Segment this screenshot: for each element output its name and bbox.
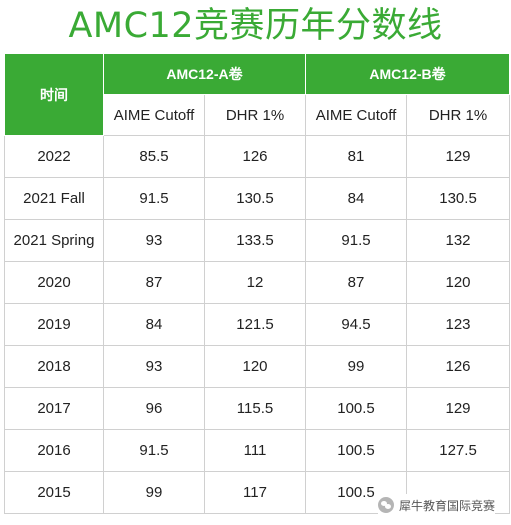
b-dhr-cell: 127.5 [406,429,511,472]
a-dhr-cell: 111 [203,429,307,472]
year-cell: 2016 [4,429,104,472]
table-row: 2016 91.5 111 100.5 127.5 [4,429,511,472]
year-cell: 2021 Spring [4,219,104,262]
table-row: 2021 Fall 91.5 130.5 84 130.5 [4,177,511,220]
group-a-header: AMC12-A卷 [102,53,307,95]
table-row: 2020 87 12 87 120 [4,261,511,304]
table-row: 2022 85.5 126 81 129 [4,135,511,178]
b-dhr-cell: 129 [406,387,511,430]
sub-header-b-aime: AIME Cutoff [305,94,408,136]
sub-header-a-aime: AIME Cutoff [103,94,205,136]
b-dhr-cell: 130.5 [406,177,511,220]
watermark: 犀牛教育国际竞赛 [378,494,496,516]
a-aime-cell: 96 [103,387,205,430]
watermark-text: 犀牛教育国际竞赛 [399,498,496,513]
a-dhr-cell: 120 [203,345,307,388]
table-row: 2018 93 120 99 126 [4,345,511,388]
b-dhr-cell: 120 [406,261,511,304]
year-cell: 2021 Fall [4,177,104,220]
year-cell: 2020 [4,261,104,304]
cutoff-table: 时间 AMC12-A卷 AMC12-B卷 AIME Cutoff DHR 1% … [4,53,511,514]
b-aime-cell: 99 [305,345,408,388]
a-dhr-cell: 121.5 [203,303,307,346]
table-body: 2022 85.5 126 81 129 2021 Fall 91.5 130.… [4,135,511,514]
wechat-icon [378,497,394,513]
year-cell: 2019 [4,303,104,346]
a-dhr-cell: 117 [203,471,307,514]
a-dhr-cell: 126 [203,135,307,178]
time-header: 时间 [4,53,104,136]
sub-header-a-dhr: DHR 1% [203,94,307,136]
a-dhr-cell: 115.5 [203,387,307,430]
year-cell: 2018 [4,345,104,388]
a-aime-cell: 85.5 [103,135,205,178]
b-dhr-cell: 123 [406,303,511,346]
header-row-subs: AIME Cutoff DHR 1% AIME Cutoff DHR 1% [5,94,511,136]
b-aime-cell: 84 [305,177,408,220]
a-aime-cell: 93 [103,345,205,388]
a-aime-cell: 87 [103,261,205,304]
year-cell: 2017 [4,387,104,430]
sub-header-b-dhr: DHR 1% [406,94,511,136]
a-aime-cell: 93 [103,219,205,262]
a-dhr-cell: 130.5 [203,177,307,220]
b-aime-cell: 94.5 [305,303,408,346]
group-b-header: AMC12-B卷 [305,53,511,95]
page-title: AMC12竞赛历年分数线 [68,6,443,46]
table-header: 时间 AMC12-A卷 AMC12-B卷 AIME Cutoff DHR 1% … [4,53,511,136]
table-row: 2019 84 121.5 94.5 123 [4,303,511,346]
a-aime-cell: 91.5 [103,177,205,220]
b-aime-cell: 87 [305,261,408,304]
table-row: 2017 96 115.5 100.5 129 [4,387,511,430]
b-aime-cell: 100.5 [305,387,408,430]
b-aime-cell: 100.5 [305,429,408,472]
header-row-groups: 时间 AMC12-A卷 AMC12-B卷 [4,53,511,136]
b-dhr-cell: 126 [406,345,511,388]
a-dhr-cell: 133.5 [203,219,307,262]
a-aime-cell: 99 [103,471,205,514]
year-cell: 2015 [4,471,104,514]
table-row: 2021 Spring 93 133.5 91.5 132 [4,219,511,262]
a-aime-cell: 91.5 [103,429,205,472]
b-dhr-cell: 129 [406,135,511,178]
a-aime-cell: 84 [103,303,205,346]
b-dhr-cell: 132 [406,219,511,262]
b-aime-cell: 81 [305,135,408,178]
a-dhr-cell: 12 [203,261,307,304]
b-aime-cell: 91.5 [305,219,408,262]
year-cell: 2022 [4,135,104,178]
